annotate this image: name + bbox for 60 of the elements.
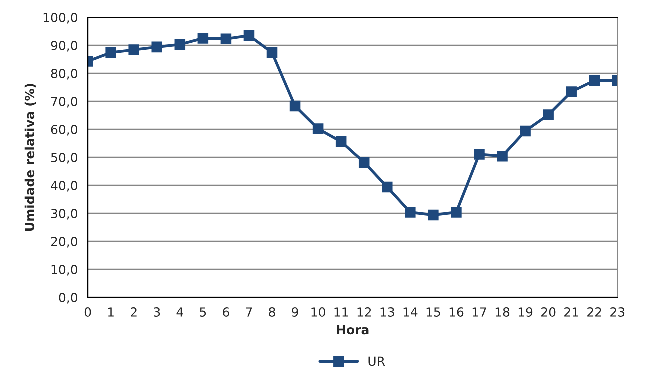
point	[405, 207, 416, 218]
point	[244, 30, 255, 42]
point	[543, 110, 554, 120]
x-tick-label: 18	[496, 308, 510, 317]
y-tick-label: 80,0	[51, 68, 78, 80]
y-tick-label: 30,0	[51, 209, 78, 220]
point	[520, 126, 531, 137]
x-tick-label: 13	[380, 308, 394, 317]
point	[497, 151, 508, 162]
x-tick-label: 5	[200, 308, 206, 317]
x-tick-label: 10	[312, 308, 326, 317]
point	[474, 149, 485, 160]
x-tick-label: 1	[108, 308, 114, 317]
x-tick-label: 9	[292, 308, 298, 317]
x-tick-label: 4	[176, 308, 184, 317]
x-tick-label: 12	[358, 308, 372, 317]
y-tick-label: 90,0	[51, 40, 78, 52]
point	[106, 47, 116, 58]
point	[128, 44, 140, 56]
point	[290, 100, 301, 112]
y-tick-label: 40,0	[51, 181, 78, 192]
y-tick-label: 70,0	[52, 97, 78, 108]
x-tick-label: 22	[588, 308, 602, 317]
x-tick-label: 16	[450, 308, 464, 317]
y-tick-label: 10,0	[52, 265, 78, 276]
point	[566, 86, 577, 98]
x-tick-label: 7	[246, 308, 252, 317]
x-tick-label: 23	[610, 308, 625, 317]
point	[358, 157, 370, 168]
x-tick-label: 6	[223, 308, 230, 317]
x-tick-label: 21	[564, 308, 578, 317]
x-tick-label: 8	[269, 308, 276, 317]
y-axis-title: Umidade relativa (%)	[24, 84, 36, 231]
point	[336, 136, 347, 148]
point	[220, 34, 232, 44]
x-tick-label: 14	[404, 308, 418, 317]
y-tick-label: 100,0	[44, 12, 78, 24]
x-tick-label: 20	[542, 308, 556, 317]
point	[312, 124, 324, 134]
point	[266, 47, 278, 58]
point	[382, 182, 393, 193]
point	[451, 207, 462, 218]
point	[152, 42, 163, 53]
point	[589, 75, 600, 86]
x-tick-label: 11	[334, 308, 348, 317]
x-tick-label: 19	[518, 308, 533, 317]
y-tick-label: 20,0	[51, 237, 78, 248]
x-tick-label: 2	[131, 308, 137, 317]
x-tick-label: 3	[154, 308, 160, 317]
point	[428, 210, 439, 221]
x-tick-label: 15	[426, 308, 440, 317]
legend-label: UR	[368, 356, 386, 366]
y-tick-label: 0,0	[59, 293, 78, 304]
point	[198, 33, 209, 44]
x-tick-label: 0	[84, 308, 92, 317]
y-tick-label: 50,0	[51, 153, 78, 164]
x-tick-label: 17	[472, 308, 486, 317]
point	[174, 39, 186, 50]
x-axis-title: Hora	[337, 325, 369, 335]
y-tick-label: 60,0	[51, 125, 78, 136]
